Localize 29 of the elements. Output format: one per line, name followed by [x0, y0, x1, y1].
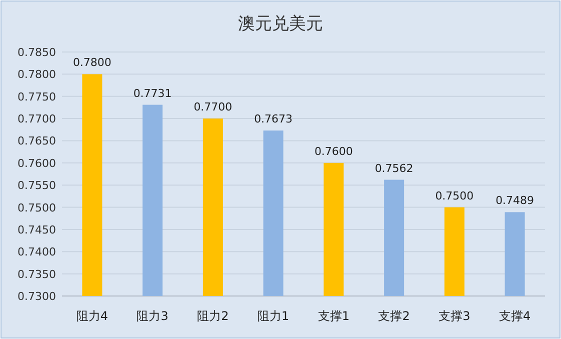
y-tick-label: 0.7450 [18, 223, 56, 236]
x-tick-label: 阻力3 [136, 309, 168, 323]
x-tick-label: 支撑1 [318, 309, 350, 323]
data-label: 0.7673 [254, 112, 293, 126]
y-tick-label: 0.7650 [18, 134, 56, 148]
y-tick-label: 0.7400 [18, 246, 56, 259]
x-tick-label: 阻力4 [76, 309, 108, 323]
x-tick-label: 阻力1 [257, 309, 290, 323]
y-tick-label: 0.7350 [18, 268, 56, 281]
chart-title: 澳元兑美元 [238, 14, 323, 34]
data-label: 0.7731 [133, 86, 172, 100]
y-tick-label: 0.7800 [18, 68, 56, 82]
x-tick-label: 阻力2 [197, 309, 229, 323]
data-label: 0.7800 [72, 56, 112, 70]
x-tick-label: 支撑3 [438, 309, 470, 323]
y-tick-label: 0.7700 [18, 112, 56, 126]
data-label: 0.7562 [374, 162, 414, 175]
x-tick-label: 支撑2 [378, 309, 410, 323]
data-label: 0.7700 [194, 100, 232, 114]
y-tick-label: 0.7550 [18, 179, 56, 192]
y-tick-label: 0.7500 [18, 201, 56, 214]
y-tick-label: 0.7850 [18, 46, 56, 59]
y-tick-label: 0.7750 [18, 90, 56, 104]
y-tick-label: 0.7300 [18, 290, 56, 303]
data-label: 0.7500 [435, 189, 474, 202]
y-tick-label: 0.7600 [18, 156, 56, 170]
data-label: 0.7489 [496, 194, 534, 208]
data-label: 0.7600 [314, 144, 353, 158]
x-tick-label: 支撑4 [498, 309, 531, 323]
